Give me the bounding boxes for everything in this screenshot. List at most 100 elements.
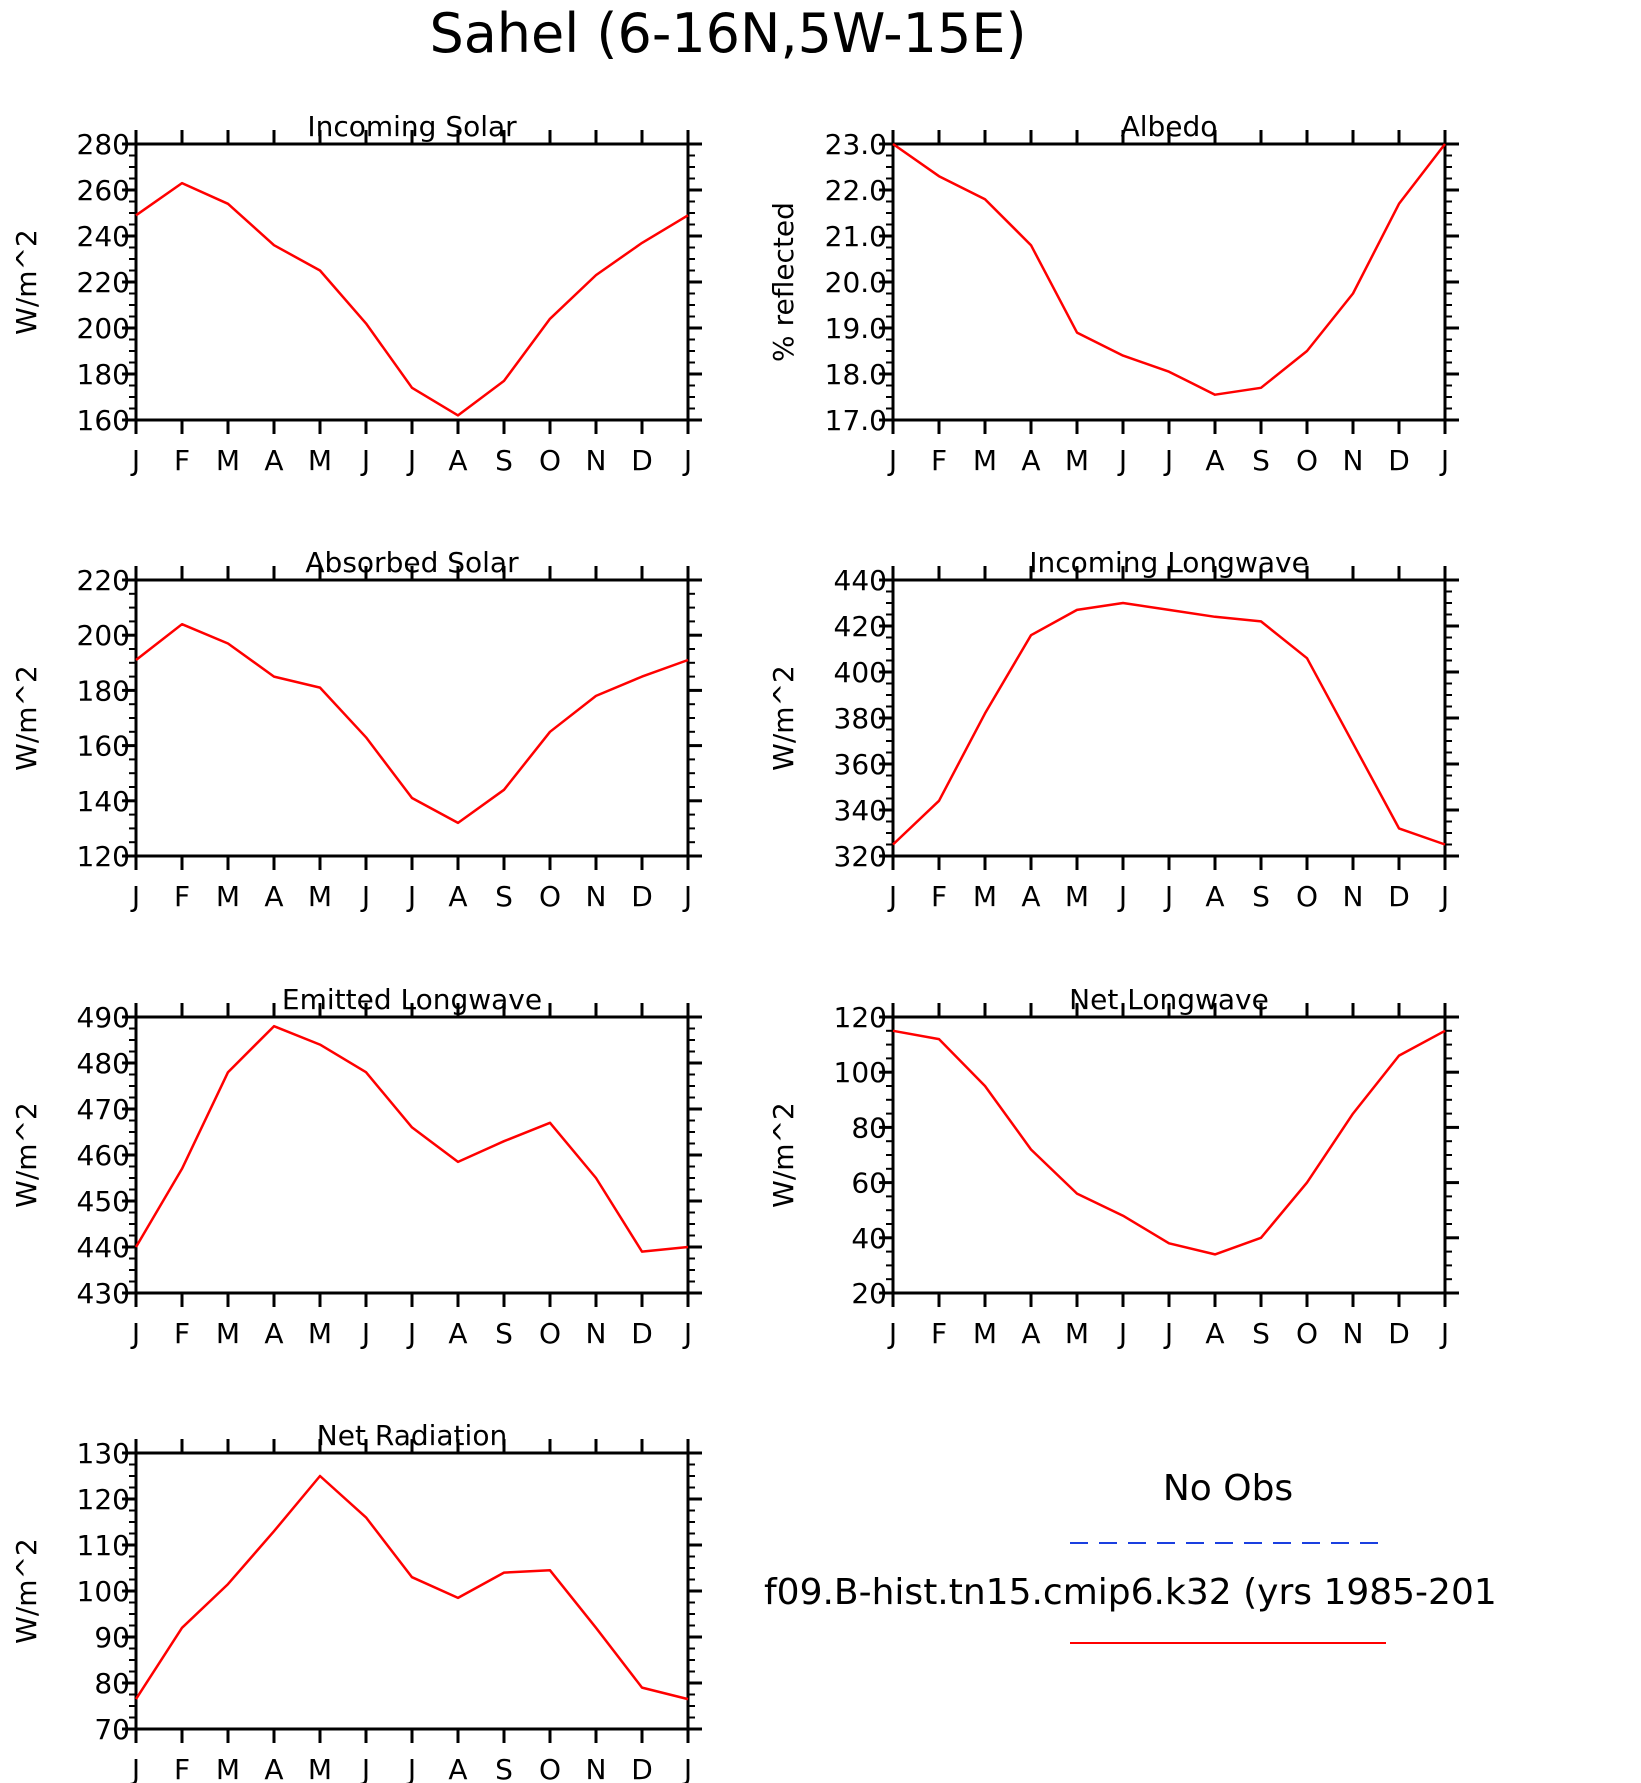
x-tick-label: J [130, 444, 140, 477]
x-tick-label: J [1117, 1317, 1127, 1350]
y-tick-label: 460 [77, 1139, 130, 1172]
y-tick-label: 20 [851, 1277, 887, 1310]
y-tick-label: 19.0 [825, 312, 887, 345]
x-tick-label: F [174, 1753, 190, 1783]
x-tick-label: J [130, 880, 140, 913]
x-tick-label: J [1439, 1317, 1449, 1350]
x-tick-label: A [1205, 1317, 1224, 1350]
x-tick-label: A [264, 444, 283, 477]
x-tick-label: O [1296, 880, 1318, 913]
x-tick-label: O [539, 1317, 561, 1350]
x-tick-label: N [586, 1317, 607, 1350]
x-tick-label: M [216, 1753, 240, 1783]
y-tick-label: 21.0 [825, 220, 887, 253]
x-tick-label: O [1296, 1317, 1318, 1350]
x-tick-label: J [1117, 444, 1127, 477]
x-tick-label: S [495, 444, 513, 477]
y-tick-label: 420 [834, 610, 887, 643]
x-tick-label: F [174, 1317, 190, 1350]
y-tick-label: 480 [77, 1047, 130, 1080]
y-tick-label: 240 [77, 220, 130, 253]
x-tick-label: J [406, 1753, 416, 1783]
x-tick-label: F [174, 444, 190, 477]
x-tick-label: J [360, 444, 370, 477]
x-tick-label: A [264, 880, 283, 913]
x-tick-label: J [130, 1753, 140, 1783]
x-tick-label: J [1163, 1317, 1173, 1350]
figure-title: Sahel (6-16N,5W-15E) [429, 2, 1026, 65]
y-tick-label: 430 [77, 1277, 130, 1310]
y-tick-label: 23.0 [825, 128, 887, 161]
series-line [135, 622, 689, 825]
x-tick-label: A [264, 1317, 283, 1350]
y-tick-label: 220 [77, 564, 130, 597]
x-tick-label: J [682, 880, 692, 913]
series-line [135, 181, 689, 417]
y-tick-label: 200 [77, 312, 130, 345]
y-tick-label: 160 [77, 404, 130, 437]
y-tick-label: 490 [77, 1001, 130, 1034]
x-tick-label: J [682, 1317, 692, 1350]
x-tick-label: A [1021, 444, 1040, 477]
series-line [134, 1024, 689, 1253]
x-tick-label: A [448, 1317, 467, 1350]
y-axis-label: W/m^2 [767, 665, 800, 771]
x-tick-label: M [973, 444, 997, 477]
x-tick-label: M [1065, 1317, 1089, 1350]
y-tick-label: 360 [834, 748, 887, 781]
y-tick-label: 400 [834, 656, 887, 689]
x-tick-label: A [448, 1753, 467, 1783]
x-tick-label: O [1296, 444, 1318, 477]
y-tick-label: 17.0 [825, 404, 887, 437]
plot-frame [134, 1451, 690, 1731]
y-axis-label: W/m^2 [10, 665, 43, 771]
x-tick-label: S [1252, 880, 1270, 913]
y-tick-label: 140 [77, 785, 130, 818]
x-tick-label: M [216, 444, 240, 477]
y-tick-label: 200 [77, 619, 130, 652]
x-tick-label: J [130, 1317, 140, 1350]
x-tick-label: J [406, 1317, 416, 1350]
y-tick-label: 280 [77, 128, 130, 161]
x-tick-label: D [631, 1753, 653, 1783]
plot-frame [891, 142, 1447, 422]
y-tick-label: 20.0 [825, 266, 887, 299]
x-tick-label: J [360, 1317, 370, 1350]
x-tick-label: N [1343, 444, 1364, 477]
y-tick-label: 120 [77, 840, 130, 873]
y-axis-label: W/m^2 [10, 229, 43, 335]
x-tick-label: M [216, 880, 240, 913]
x-tick-label: J [1439, 880, 1449, 913]
x-tick-label: J [887, 880, 897, 913]
x-tick-label: D [1388, 1317, 1410, 1350]
x-tick-label: A [448, 880, 467, 913]
plot-frame [891, 1015, 1447, 1295]
x-tick-label: M [308, 1317, 332, 1350]
y-tick-label: 260 [77, 174, 130, 207]
legend: No Obs f09.B-hist.tn15.cmip6.k32 (yrs 19… [764, 1468, 1497, 1644]
x-tick-label: A [1021, 880, 1040, 913]
x-tick-label: M [216, 1317, 240, 1350]
x-tick-label: O [539, 444, 561, 477]
x-tick-label: J [1439, 444, 1449, 477]
x-tick-label: O [539, 1753, 561, 1783]
y-tick-label: 80 [94, 1667, 130, 1700]
x-tick-label: F [931, 880, 947, 913]
y-tick-label: 180 [77, 358, 130, 391]
y-tick-label: 40 [851, 1222, 887, 1255]
legend-model-label: f09.B-hist.tn15.cmip6.k32 (yrs 1985-201 [764, 1572, 1497, 1613]
y-tick-label: 130 [77, 1437, 130, 1470]
x-tick-label: J [887, 1317, 897, 1350]
plot-frame [891, 578, 1447, 858]
x-tick-label: J [360, 1753, 370, 1783]
x-tick-label: M [308, 444, 332, 477]
x-tick-label: S [495, 880, 513, 913]
x-tick-label: A [1205, 880, 1224, 913]
y-tick-label: 450 [77, 1185, 130, 1218]
x-tick-label: D [631, 444, 653, 477]
x-tick-label: D [631, 1317, 653, 1350]
